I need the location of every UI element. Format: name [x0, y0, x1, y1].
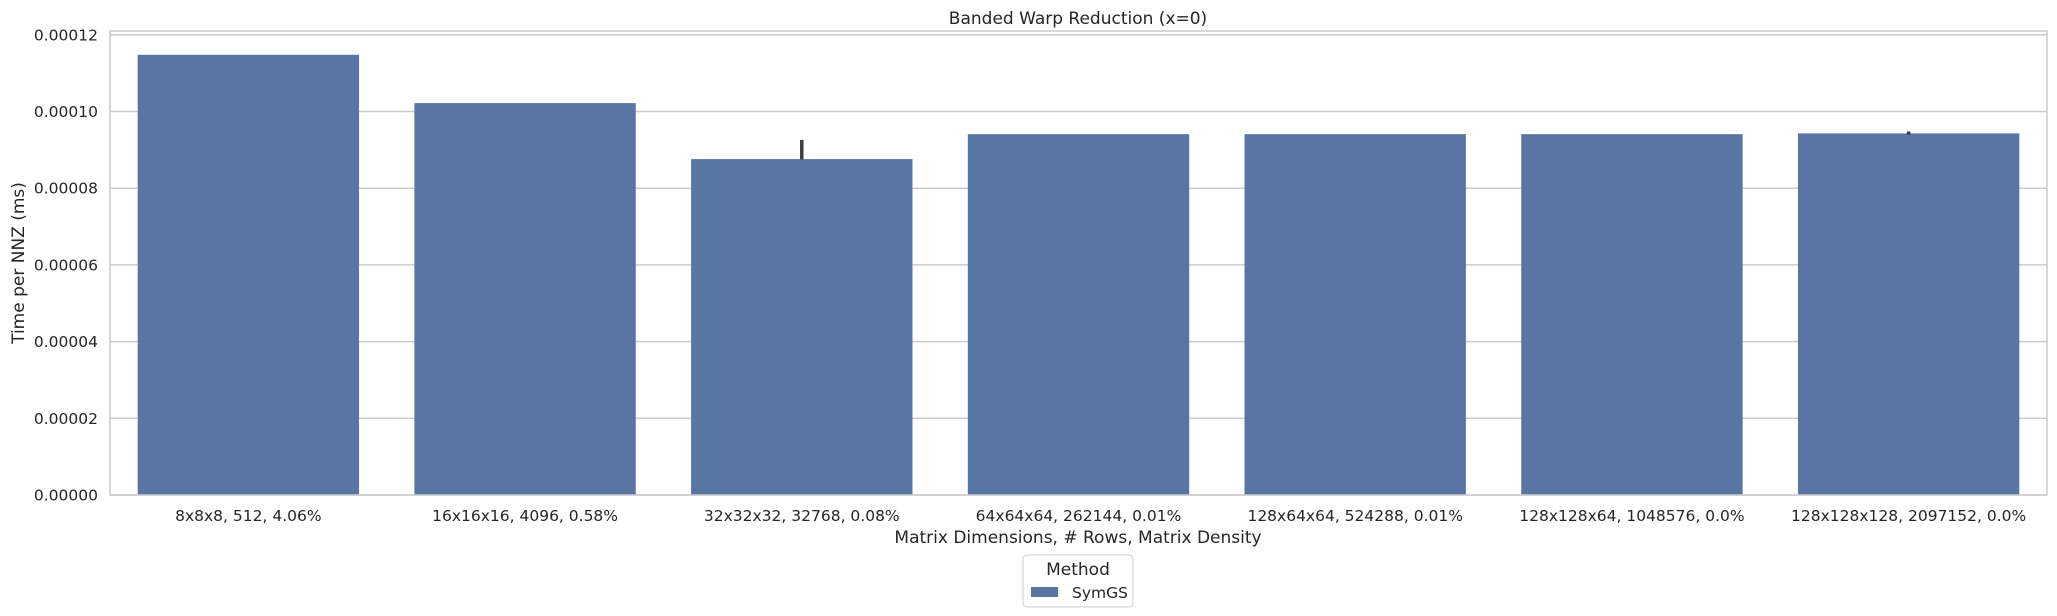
plot-frame [109, 30, 2048, 496]
chart-title: Banded Warp Reduction (x=0) [949, 9, 1207, 29]
bar [1521, 134, 1743, 495]
x-tick-label: 128x64x64, 524288, 0.01% [1247, 507, 1463, 525]
bar [691, 159, 913, 495]
y-tick-label: 0.00008 [34, 180, 98, 198]
y-tick-labels: 0.00000 0.00002 0.00004 0.00006 0.00008 0.000… [34, 26, 98, 504]
x-tick-label: 8x8x8, 512, 4.06% [175, 507, 321, 525]
x-tick-label: 32x32x32, 32768, 0.08% [704, 507, 900, 525]
y-tick-label: 0.00002 [34, 410, 98, 428]
y-tick-label: 0.00004 [34, 333, 98, 351]
legend: Method SymGS [1022, 554, 1134, 608]
legend-title: Method [1046, 560, 1110, 580]
error-bars [800, 131, 1911, 160]
x-tick-label: 128x128x128, 2097152, 0.0% [1791, 507, 2026, 525]
y-tick-label: 0.00000 [34, 487, 98, 505]
x-tick-label: 64x64x64, 262144, 0.01% [976, 507, 1182, 525]
bars [137, 54, 2020, 495]
legend-label: SymGS [1072, 584, 1128, 602]
y-tick-label: 0.00010 [34, 103, 98, 121]
x-tick-labels: 8x8x8, 512, 4.06% 16x16x16, 4096, 0.58% 32… [175, 507, 2026, 525]
x-tick-label: 16x16x16, 4096, 0.58% [432, 507, 618, 525]
bar [967, 134, 1190, 495]
legend-swatch [1031, 587, 1058, 597]
y-axis-title: Time per NNZ (ms) [9, 182, 29, 345]
y-tick-label: 0.00006 [34, 256, 98, 274]
x-axis-title: Matrix Dimensions, # Rows, Matrix Densit… [894, 528, 1261, 548]
bar [414, 103, 636, 495]
x-tick-label: 128x128x64, 1048576, 0.0% [1519, 507, 1744, 525]
y-tick-label: 0.00012 [34, 26, 98, 44]
bar [1797, 133, 2020, 495]
bar [1244, 134, 1466, 495]
bar [137, 54, 360, 495]
